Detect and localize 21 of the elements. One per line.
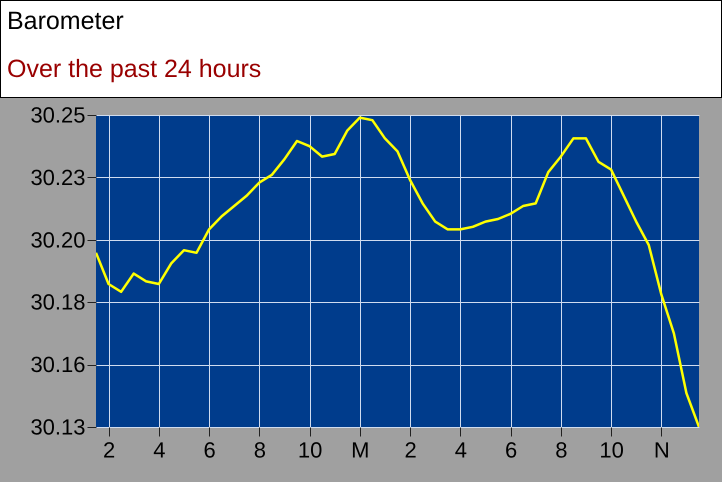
x-tick-label: 8	[254, 438, 266, 462]
x-tick-label: 6	[203, 438, 216, 462]
x-tick-label: 10	[298, 438, 322, 462]
x-tick-label: 4	[454, 438, 467, 462]
x-tick-label: 2	[404, 438, 417, 462]
x-tick-label: 8	[555, 438, 568, 462]
y-tick-label: 30.25	[30, 102, 86, 128]
line-series	[96, 116, 699, 427]
x-tick-label: 4	[153, 438, 166, 462]
y-tick-label: 30.18	[30, 290, 86, 315]
x-tick-label: M	[351, 438, 370, 462]
x-tick-label: N	[654, 438, 670, 462]
y-tick-label: 30.13	[30, 414, 86, 440]
chart-title: Barometer	[7, 7, 124, 36]
x-tick-label: 6	[504, 438, 518, 462]
y-tick-label: 30.16	[30, 352, 86, 378]
y-tick-label: 30.23	[30, 164, 86, 190]
x-tick-label: 10	[599, 438, 624, 462]
y-tick-label: 30.20	[30, 227, 86, 252]
chart-subtitle: Over the past 24 hours	[7, 55, 262, 84]
x-tick-label: 2	[102, 438, 116, 462]
